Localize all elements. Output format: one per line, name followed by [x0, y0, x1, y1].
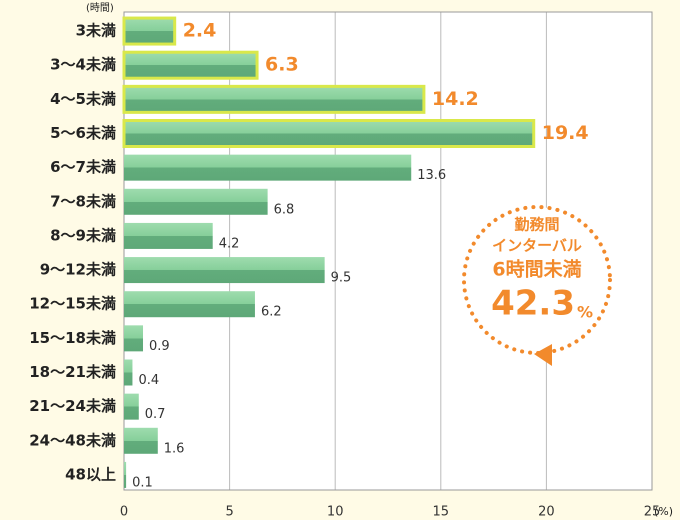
- value-label: 4.2: [219, 236, 240, 251]
- y-tick-label: 12～15未満: [29, 295, 116, 313]
- value-label: 6.2: [261, 305, 282, 320]
- y-tick-label: 5～6未満: [50, 124, 116, 142]
- x-tick-label: 10: [327, 505, 344, 520]
- y-tick-label: 6～7未満: [50, 158, 116, 176]
- annotation-arrow: [534, 344, 552, 366]
- value-label: 2.4: [183, 20, 217, 42]
- y-tick-label: 9～12未満: [40, 261, 116, 279]
- annotation: 勤務間 インターバル 6時間未満 42.3 %: [462, 205, 612, 366]
- value-label: 1.6: [164, 441, 185, 456]
- bar: [124, 291, 255, 318]
- bar: [122, 119, 536, 148]
- x-tick-label: 15: [433, 505, 450, 520]
- y-tick-label: 3未満: [76, 22, 116, 40]
- bar: [124, 393, 139, 420]
- value-label: 6.3: [265, 54, 299, 76]
- y-tick-label: 24～48未満: [29, 431, 116, 449]
- y-tick-label: 7～8未満: [50, 192, 116, 210]
- bar: [122, 84, 426, 114]
- bar: [124, 359, 133, 386]
- x-unit: (%): [654, 505, 673, 518]
- bar: [124, 427, 158, 454]
- x-tick-label: 5: [225, 505, 233, 520]
- bar: [124, 188, 268, 215]
- bar: [124, 461, 127, 488]
- value-label: 6.8: [274, 202, 295, 217]
- value-label: 19.4: [542, 122, 589, 144]
- y-tick-label: 21～24未満: [29, 397, 116, 415]
- value-label: 0.4: [138, 373, 159, 388]
- bar: [124, 325, 144, 352]
- y-tick-label: 18～21未満: [29, 363, 116, 381]
- annotation-line: インターバル: [492, 237, 582, 255]
- bar: [124, 257, 325, 284]
- bars: 3未満 2.4 3～4未満 6.3 4～5未満 14.2 5～6未満 19.4 6～7未満 13.…: [29, 16, 589, 490]
- y-unit: (時間): [86, 2, 114, 14]
- bar: [124, 222, 213, 249]
- annotation-line: 勤務間: [514, 216, 559, 234]
- plot-border: [123, 11, 653, 491]
- value-label: 0.1: [132, 475, 153, 490]
- y-tick-label: 15～18未満: [29, 329, 116, 347]
- y-tick-label: 4～5未満: [50, 90, 116, 108]
- bar: [122, 16, 177, 46]
- y-tick-label: 3～4未満: [50, 56, 116, 74]
- value-label: 0.9: [149, 339, 170, 354]
- value-label: 0.7: [145, 407, 166, 422]
- x-tick-label: 25: [644, 505, 661, 520]
- value-label: 9.5: [331, 271, 352, 286]
- value-label: 13.6: [417, 168, 446, 183]
- x-tick-label: 0: [120, 505, 128, 520]
- annotation-line: 6時間未満: [492, 258, 581, 281]
- x-tick-label: 20: [538, 505, 555, 520]
- bar: [122, 50, 259, 80]
- bar: [124, 154, 412, 181]
- annotation-value: 42.3: [491, 284, 575, 324]
- value-label: 14.2: [432, 88, 479, 110]
- y-tick-label: 8～9未満: [50, 226, 116, 244]
- annotation-unit: %: [577, 303, 593, 322]
- y-tick-label: 48以上: [65, 465, 116, 483]
